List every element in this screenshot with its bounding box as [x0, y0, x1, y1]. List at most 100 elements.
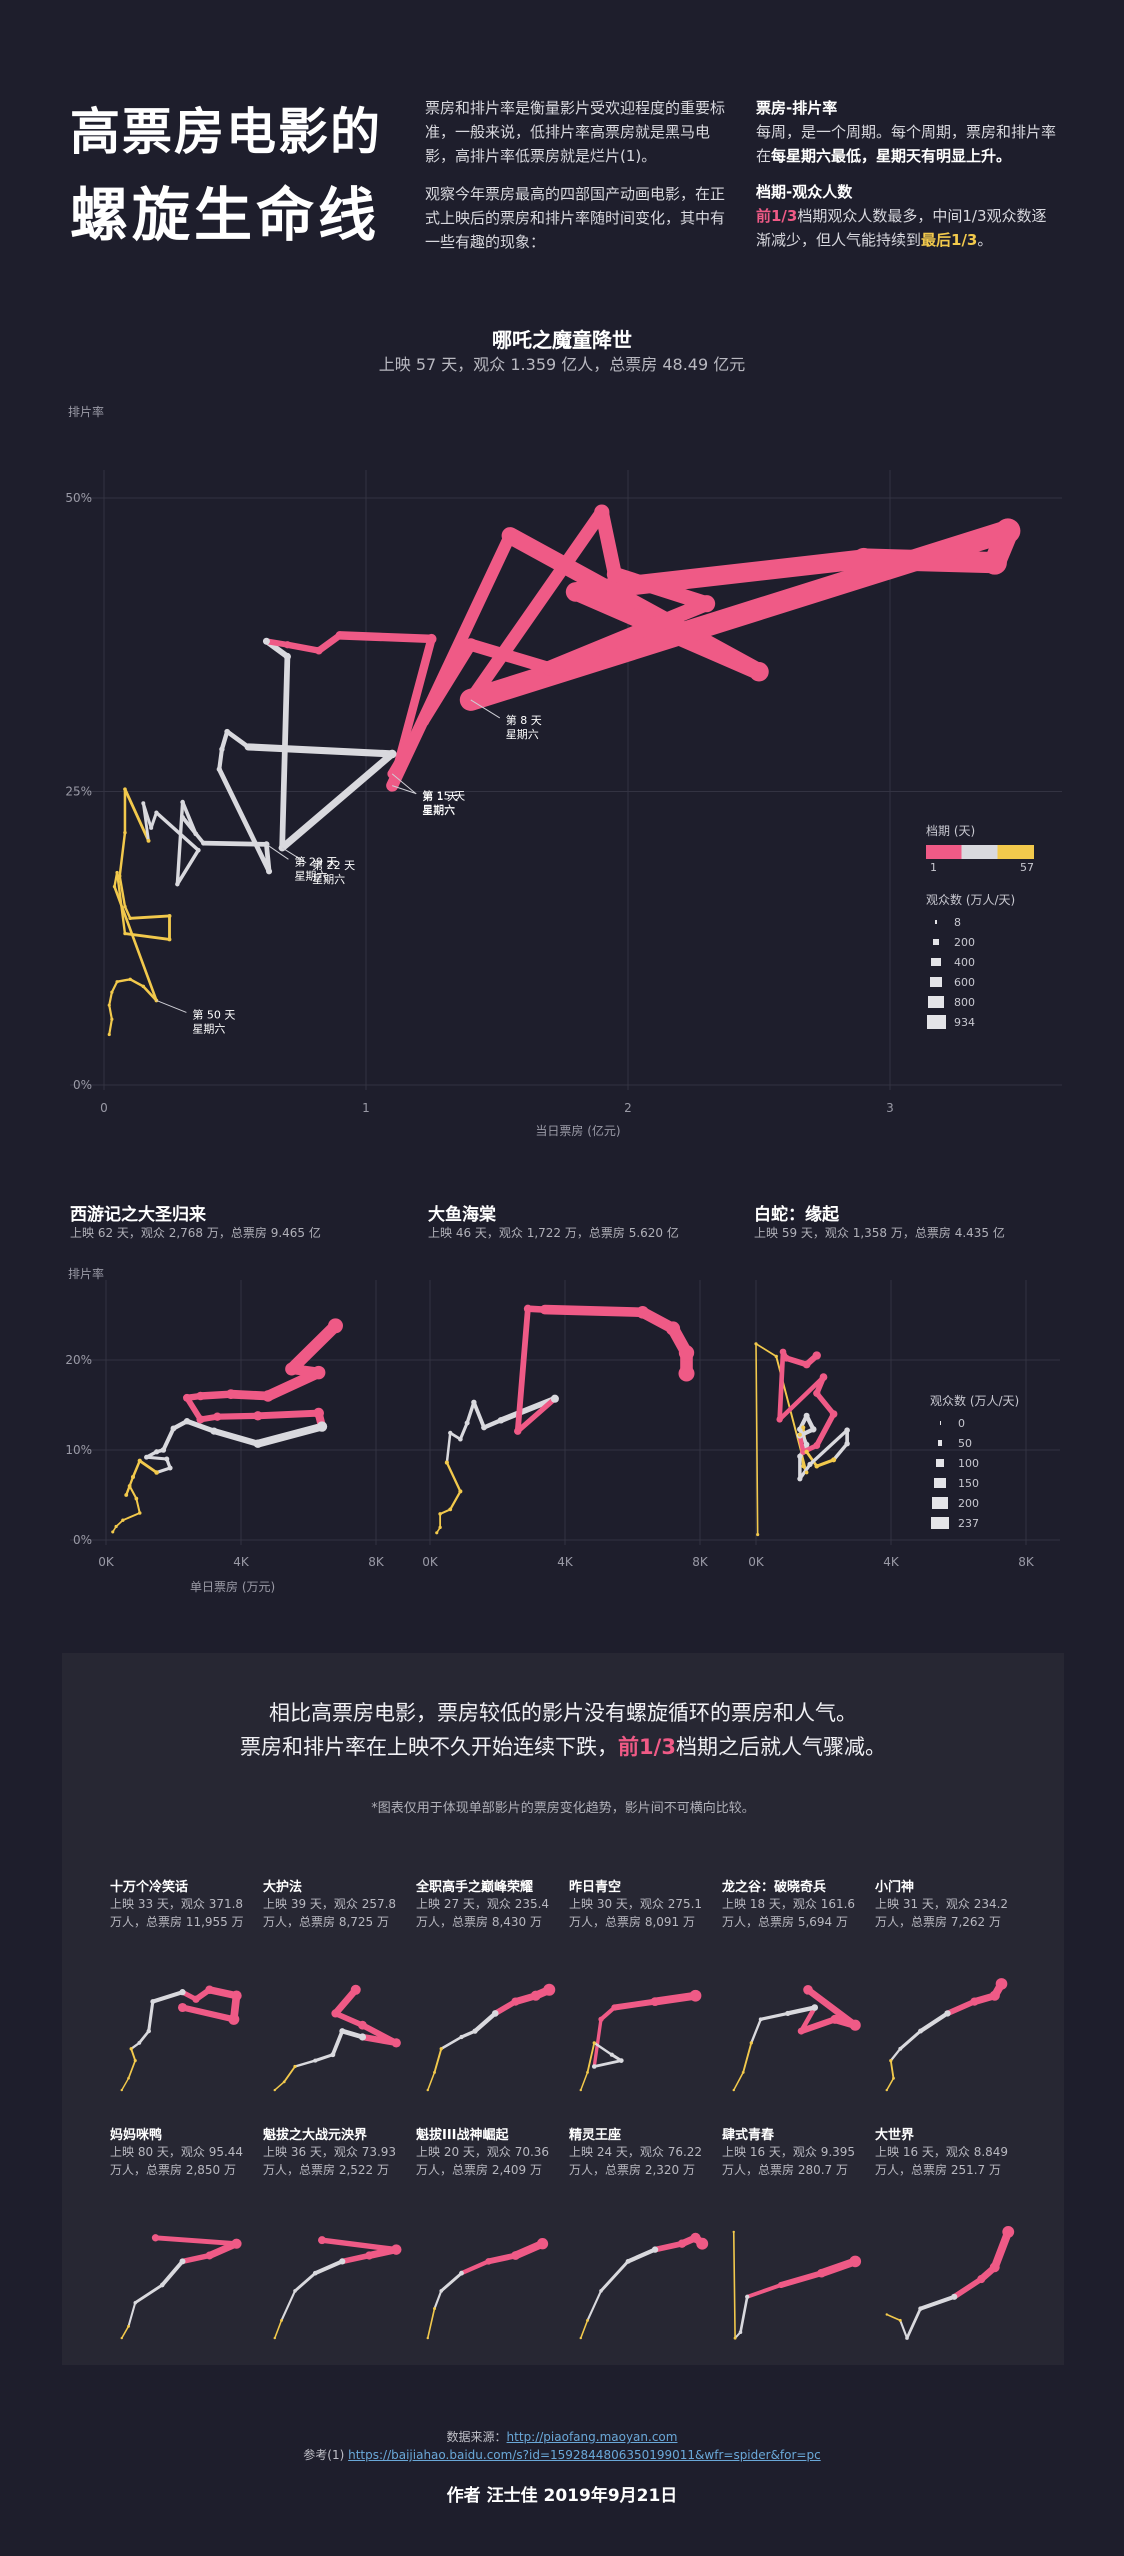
- mini-data-point: [889, 2058, 893, 2063]
- main-data-point: [216, 766, 222, 772]
- mini-film-info: 龙之谷：破晓奇兵 上映 18 天，观众 161.6 万人，总票房 5,694 万: [722, 1876, 872, 1931]
- main-series-segment: [279, 653, 291, 851]
- main-data-point: [464, 693, 478, 707]
- small-data-point: [114, 1524, 118, 1529]
- mini-series-segment: [293, 2059, 317, 2068]
- mini-data-point: [625, 2259, 631, 2264]
- mini-series-segment: [319, 2237, 399, 2253]
- mini-data-point: [579, 2088, 582, 2092]
- main-series-segment: [387, 716, 429, 779]
- main-data-point: [219, 746, 225, 752]
- small-data-point: [438, 1525, 442, 1530]
- mini-data-point: [970, 1997, 979, 2006]
- mini-series-segment: [592, 2017, 603, 2069]
- mini-data-point: [511, 1997, 520, 2006]
- main-series-segment: [315, 632, 344, 654]
- main-series-segment: [594, 505, 622, 582]
- main-data-point: [175, 882, 180, 887]
- small-legend-row: 237: [930, 1513, 1060, 1533]
- small-series-segment: [226, 1389, 273, 1401]
- mini-data-point: [120, 2336, 123, 2340]
- main-data-point: [594, 504, 610, 520]
- small-data-point: [471, 1399, 477, 1405]
- main-data-point: [167, 937, 172, 942]
- mini-data-point: [459, 2034, 464, 2040]
- mini-data-point: [732, 2230, 735, 2234]
- main-series-segment: [244, 743, 396, 758]
- legend-audience-title: 观众数 (万人/天): [926, 893, 1016, 907]
- mini-film-info: 小门神 上映 31 天，观众 234.2 万人，总票房 7,262 万: [875, 1876, 1025, 1931]
- legend-audience-value: 200: [953, 935, 975, 949]
- mini-data-point: [179, 2258, 186, 2265]
- mini-data-point: [830, 2014, 840, 2024]
- small-data-point: [523, 1304, 532, 1313]
- main-data-point: [123, 830, 127, 835]
- mini-data-point: [811, 2004, 819, 2011]
- mini-film-line1: 上映 30 天，观众 275.1: [569, 1897, 703, 1911]
- main-series-segment: [180, 815, 206, 846]
- legend-period-max: 57: [1020, 861, 1034, 874]
- mini-data-point: [146, 2028, 151, 2034]
- reference-link[interactable]: https://baijiahao.baidu.com/s?id=1592844…: [348, 2448, 821, 2462]
- small-data-point: [127, 1484, 132, 1488]
- main-data-point: [195, 847, 201, 853]
- annotation-leader: [281, 847, 307, 864]
- main-data-point: [698, 595, 716, 613]
- legend-audience-swatch: [934, 919, 938, 925]
- main-series-segment: [141, 801, 153, 830]
- film-title-dayu: 大鱼海棠: [428, 1205, 496, 1225]
- main-series-segment: [115, 978, 132, 983]
- small-data-point: [438, 1512, 442, 1516]
- mini-series-segment: [580, 2071, 589, 2091]
- annotation-day: 第 15 天: [422, 789, 465, 803]
- mini-series-segment: [785, 2005, 817, 2016]
- mini-film-line2: 万人，总票房 8,725 万: [263, 1915, 389, 1929]
- annotation-weekday: 星期六: [506, 728, 539, 741]
- main-series-segment: [219, 729, 230, 752]
- small-y-axis-label: 排片率: [68, 1266, 104, 1281]
- small-data-point: [844, 1427, 850, 1434]
- mini-data-point: [433, 2307, 436, 2311]
- mini-series-segment: [885, 2077, 895, 2091]
- small-data-point: [328, 1318, 343, 1334]
- small-data-point: [550, 1394, 559, 1403]
- mini-series-segment: [179, 2004, 237, 2023]
- small-data-point: [435, 1531, 439, 1535]
- small-data-point: [111, 1530, 115, 1534]
- mini-film-line2: 万人，总票房 8,091 万: [569, 1915, 695, 1929]
- mini-data-point: [732, 2088, 735, 2092]
- small-data-point: [800, 1448, 807, 1455]
- mini-data-point: [331, 2009, 340, 2018]
- mini-series-segment: [133, 2283, 164, 2305]
- mini-series-segment: [120, 2325, 130, 2339]
- mini-data-point: [1002, 2225, 1015, 2238]
- annotation-leader: [266, 843, 289, 860]
- legend-audience-row: 600: [926, 972, 1076, 992]
- mini-data-point: [745, 2294, 750, 2299]
- mini-data-point: [133, 2059, 137, 2063]
- legend-audience-swatch: [931, 957, 941, 967]
- legend-audience-value: 800: [953, 995, 975, 1009]
- mini-data-point: [749, 2041, 753, 2045]
- mini-data-point: [586, 2071, 589, 2074]
- mini-series-segment: [153, 2235, 239, 2247]
- mini-series-segment: [611, 1998, 658, 2011]
- mini-series-segment: [817, 2257, 860, 2278]
- mini-series-segment: [918, 2011, 950, 2034]
- mini-data-point: [758, 2017, 763, 2022]
- small-series-segment: [498, 1395, 558, 1424]
- small-series-segment: [471, 1400, 486, 1430]
- mini-series-segment: [137, 2029, 151, 2045]
- mini-data-point: [151, 2234, 160, 2242]
- small-series-segment: [805, 1450, 819, 1468]
- main-series-segment: [175, 848, 201, 886]
- page-title-line1: 高票房电影的: [70, 103, 382, 161]
- mini-series-segment: [885, 2313, 902, 2322]
- mini-series-segment: [750, 2018, 762, 2045]
- source-link[interactable]: http://piaofang.maoyan.com: [506, 2430, 678, 2444]
- mini-series-segment: [944, 1998, 978, 2017]
- small-data-point: [311, 1365, 326, 1380]
- period-first-third: 前1/3: [756, 207, 798, 225]
- mini-film-line1: 上映 33 天，观众 371.8: [110, 1897, 244, 1911]
- mini-data-point: [273, 2336, 276, 2340]
